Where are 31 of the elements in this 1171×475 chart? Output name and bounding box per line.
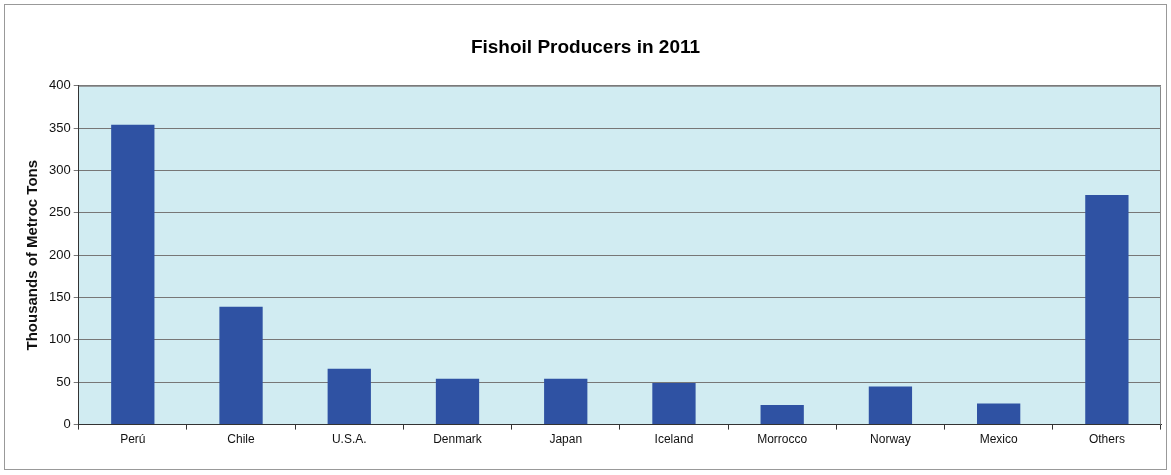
bar [435, 378, 480, 425]
bar [1085, 195, 1129, 425]
x-tick-label: Denmark [433, 432, 483, 447]
bar [760, 405, 804, 425]
x-tick-label: Japan [549, 432, 583, 447]
x-tick-label: Iceland [654, 432, 694, 447]
x-tick-label: Perú [120, 432, 146, 447]
bar [652, 383, 696, 425]
x-tick-label: Mexico [979, 432, 1018, 447]
y-tick-label: 300 [48, 162, 71, 178]
bar [544, 378, 588, 425]
y-tick-label: 350 [48, 119, 71, 135]
x-tick-label: Others [1088, 432, 1125, 447]
x-tick-label: Chile [227, 432, 256, 447]
y-tick-label: 0 [63, 416, 71, 432]
y-tick-label: 250 [48, 204, 71, 220]
bar [219, 306, 263, 425]
bar [327, 368, 371, 425]
bar [111, 124, 155, 425]
x-tick-label: U.S.A. [331, 432, 367, 447]
y-axis-title: Thousands of Metroc Tons [23, 159, 41, 351]
bar [977, 403, 1021, 425]
y-tick-label: 400 [48, 77, 71, 93]
y-tick-label: 50 [56, 373, 71, 389]
bar [868, 386, 913, 425]
y-tick-label: 150 [48, 289, 71, 305]
x-tick-label: Norway [870, 432, 911, 447]
x-tick-label: Morrocco [757, 432, 808, 447]
chart-title: Fishoil Producers in 2011 [469, 36, 702, 58]
y-tick-label: 200 [48, 246, 71, 262]
y-tick-label: 100 [48, 331, 71, 347]
